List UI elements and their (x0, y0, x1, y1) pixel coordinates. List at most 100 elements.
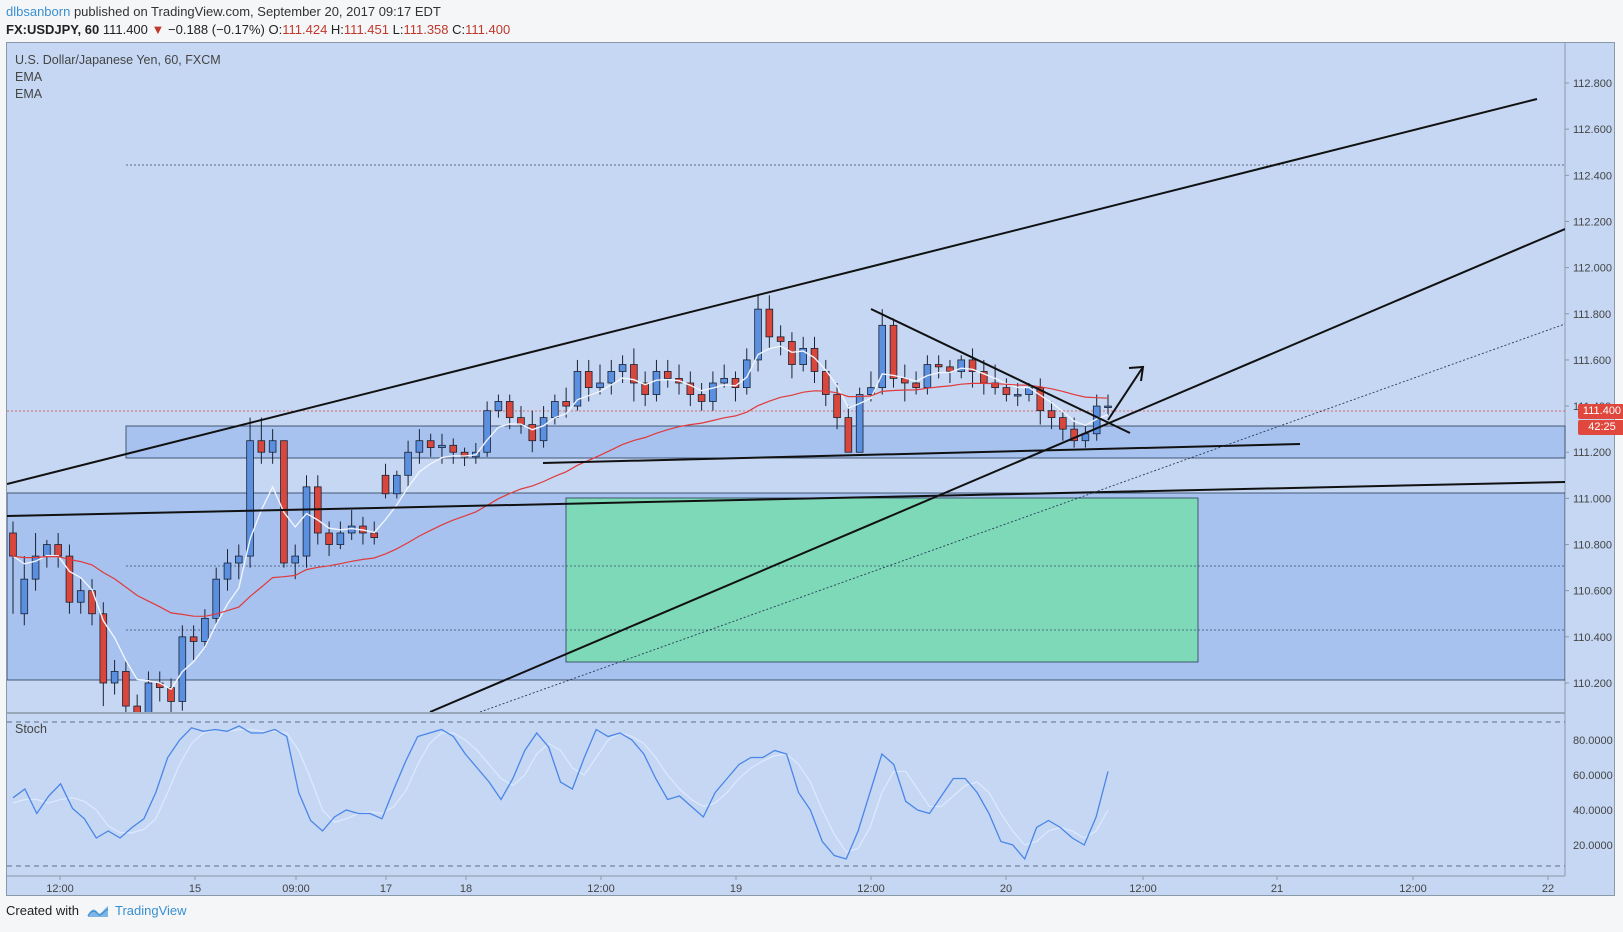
price-tick-label: 110.600 (1573, 586, 1612, 598)
bear-candle (1059, 417, 1067, 430)
price-tick-label: 111.000 (1573, 493, 1611, 505)
bear-candle (505, 401, 514, 419)
time-tick-label: 15 (189, 883, 201, 895)
stoch-d-line (12, 728, 1109, 853)
price-tick-label: 111.200 (1573, 447, 1611, 459)
symbol-name[interactable]: FX:USDJPY, 60 (6, 22, 100, 37)
bear-candle (889, 324, 898, 379)
bull-candle (483, 410, 491, 453)
support-line (7, 481, 1565, 517)
price-tick-label: 112.400 (1573, 170, 1612, 182)
bull-candle (855, 394, 864, 453)
bear-candle (1047, 410, 1056, 419)
bear-candle (65, 555, 74, 603)
tradingview-link[interactable]: TradingView (87, 903, 187, 918)
bear-candle (810, 347, 819, 372)
bear-candle (1070, 428, 1078, 442)
bear-candle (833, 394, 841, 419)
upper-channel-line (7, 98, 1538, 485)
bull-candle (742, 359, 751, 389)
bear-candle (325, 532, 333, 545)
bull-candle (291, 555, 300, 564)
close-value: 111.400 (465, 22, 511, 37)
stoch-tick-label: 60.0000 (1573, 770, 1613, 782)
time-tick-label: 17 (380, 883, 392, 895)
bear-candle (99, 613, 108, 684)
bear-candle (88, 590, 96, 615)
bull-candle (302, 486, 311, 557)
price-tick-label: 112.000 (1573, 263, 1612, 275)
ema-legend-1[interactable]: EMA (15, 70, 43, 84)
price-tick-label: 110.400 (1573, 632, 1612, 644)
bear-candle (460, 451, 469, 458)
stoch-bands (7, 721, 1565, 867)
time-tick-label: 12:00 (587, 883, 615, 895)
stoch-legend[interactable]: Stoch (15, 722, 47, 736)
trendlines[interactable] (7, 98, 1565, 712)
time-tick-label: 12:00 (1129, 883, 1157, 895)
time-tick-label: 19 (730, 883, 742, 895)
bull-candle (596, 382, 604, 389)
stoch-panel[interactable] (7, 714, 1565, 876)
low-label: L: (392, 22, 404, 37)
bull-candle (1013, 394, 1022, 397)
created-with-text: Created with (6, 903, 79, 918)
bear-candle (280, 440, 288, 564)
price-tick-label: 111.600 (1573, 355, 1611, 367)
bear-candle (133, 705, 141, 712)
time-tick-label: 18 (460, 883, 472, 895)
stoch-tick-label: 20.0000 (1573, 840, 1613, 852)
bull-candle (246, 440, 254, 557)
bull-candle (20, 578, 29, 615)
bull-candle (110, 671, 119, 684)
bull-candle (212, 578, 220, 619)
bear-candle (562, 401, 570, 407)
bull-candle (1092, 405, 1101, 435)
footer: Created with TradingView (6, 903, 187, 918)
ema-legend-2[interactable]: EMA (15, 87, 43, 101)
breakout-arrow-icon[interactable] (1107, 365, 1145, 421)
price-tick-label: 110.200 (1573, 678, 1612, 690)
bear-candle (122, 671, 130, 707)
stoch-layer[interactable] (12, 725, 1109, 861)
bear-candle (257, 440, 266, 453)
price-axis[interactable]: 112.800 112.600 112.400 112.200 112.000 111.8… (1565, 78, 1612, 690)
bull-candle (573, 371, 582, 407)
bear-candle (528, 424, 537, 442)
bull-candle (652, 371, 661, 395)
bull-candle (618, 364, 627, 372)
tradingview-logo-icon (87, 905, 109, 917)
bull-candle (268, 440, 277, 453)
bull-candle (336, 532, 345, 545)
bear-candle (426, 440, 435, 449)
bear-candle (630, 364, 638, 384)
bull-candle (201, 617, 209, 642)
ema-fast-line (12, 345, 1109, 691)
stoch-axis[interactable]: 80.0000 60.0000 40.0000 20.0000 (1573, 735, 1613, 852)
bull-candle (799, 347, 807, 365)
author-link[interactable]: dlbsanborn (6, 4, 71, 19)
bear-candle (189, 636, 198, 642)
bear-candle (912, 382, 920, 389)
price-tick-label: 112.200 (1573, 216, 1612, 228)
price-tick-label: 112.600 (1573, 124, 1612, 136)
dotted-trendline[interactable] (479, 323, 1565, 712)
bear-candle (54, 544, 62, 557)
target-zone-green[interactable] (565, 497, 1199, 663)
publish-info: dlbsanborn published on TradingView.com,… (6, 4, 441, 19)
time-tick-label: 12:00 (46, 883, 74, 895)
bear-candle (663, 371, 672, 379)
bear-candle (765, 308, 774, 338)
low-value: 111.358 (403, 22, 449, 37)
bear-candle (991, 382, 999, 389)
bull-candle (31, 555, 40, 580)
bull-candle (607, 371, 616, 384)
ema-layer[interactable] (12, 345, 1109, 691)
ema-slow-line (12, 382, 1109, 617)
time-axis[interactable]: 12:00 15 09:00 17 18 12:00 19 12:00 20 12:00 21 12:… (46, 876, 1554, 895)
publish-text: published on TradingView.com, September … (73, 4, 441, 19)
price-tick-label: 111.800 (1573, 309, 1611, 321)
down-arrow-icon: ▼ (151, 22, 165, 37)
bull-candle (539, 417, 548, 442)
